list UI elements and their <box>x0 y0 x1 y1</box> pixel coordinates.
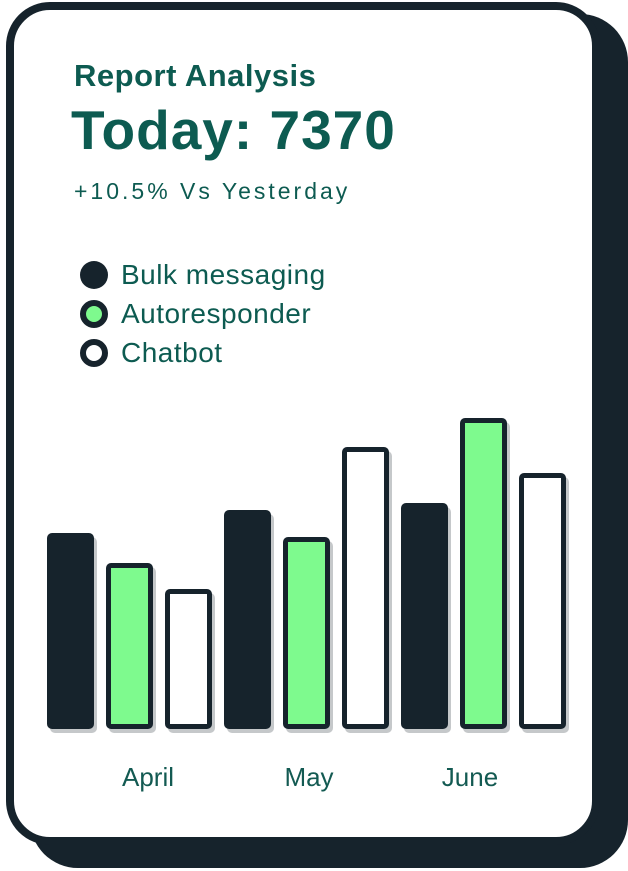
ringed-circle-icon <box>80 300 108 328</box>
legend-item-bulk-messaging: Bulk messaging <box>80 259 326 291</box>
x-axis-label-june: June <box>441 762 499 792</box>
legend-item-label: Autoresponder <box>121 298 312 329</box>
delta-vs-yesterday: +10.5% Vs Yesterday <box>74 178 351 204</box>
bar-june-autoresponder <box>460 418 507 729</box>
filled-circle-icon <box>80 261 108 289</box>
legend-item-chatbot: Chatbot <box>80 337 326 369</box>
x-axis-label-may: May <box>284 762 334 792</box>
legend-item-label: Bulk messaging <box>121 259 326 290</box>
chart-legend: Bulk messaging Autoresponder Chatbot <box>80 259 326 369</box>
outline-circle-icon <box>80 339 108 367</box>
today-total-value: Today: 7370 <box>71 99 396 161</box>
bar-may-chatbot <box>342 447 389 729</box>
bar-june-bulk-messaging <box>401 503 448 729</box>
bar-april-chatbot <box>165 589 212 729</box>
bar-may-autoresponder <box>283 537 330 729</box>
x-axis-label-april: April <box>121 762 175 792</box>
bar-april-bulk-messaging <box>47 533 94 729</box>
bar-april-autoresponder <box>106 563 153 729</box>
page-title: Report Analysis <box>74 58 317 93</box>
bar-chart <box>47 418 567 729</box>
bar-june-chatbot <box>519 473 566 729</box>
legend-item-label: Chatbot <box>121 337 223 368</box>
legend-item-autoresponder: Autoresponder <box>80 298 326 330</box>
bar-may-bulk-messaging <box>224 510 271 729</box>
